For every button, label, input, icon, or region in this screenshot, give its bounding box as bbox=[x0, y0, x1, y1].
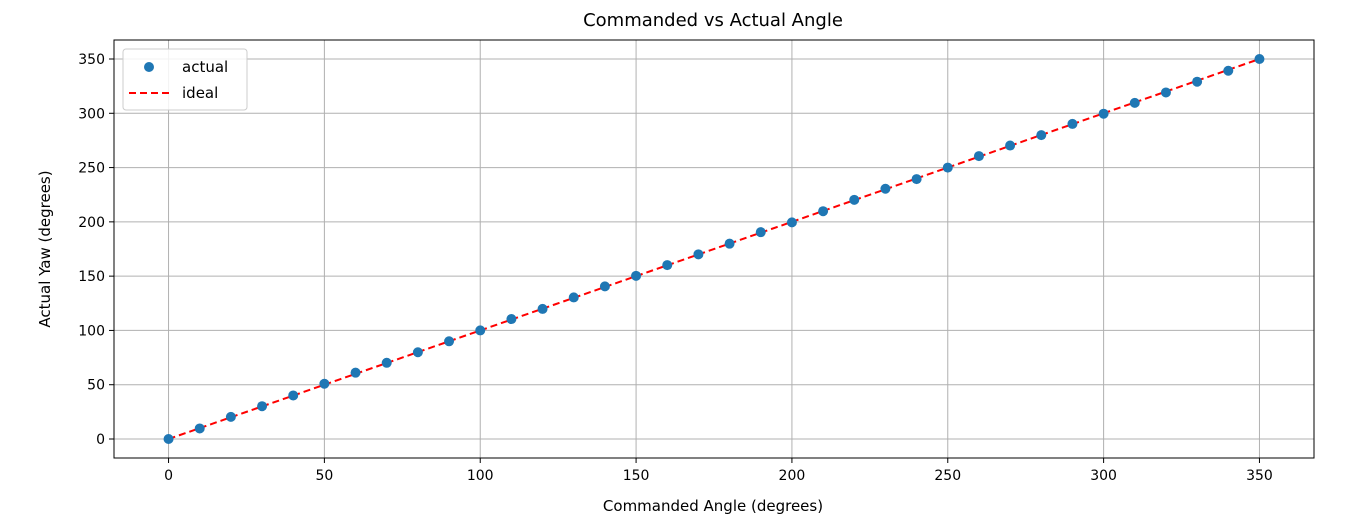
actual-points-layer bbox=[163, 54, 1265, 444]
x-tick-label: 300 bbox=[1090, 468, 1117, 484]
ideal-line-layer bbox=[168, 58, 1260, 440]
actual-data-point bbox=[568, 292, 579, 303]
y-tick-label: 250 bbox=[78, 161, 105, 177]
x-tick-label: 150 bbox=[623, 468, 650, 484]
x-axis-label: Commanded Angle (degrees) bbox=[603, 497, 823, 515]
actual-data-point bbox=[350, 367, 361, 378]
y-axis-label: Actual Yaw (degrees) bbox=[36, 170, 54, 327]
actual-data-point bbox=[475, 325, 486, 336]
y-tick-label: 350 bbox=[78, 52, 105, 68]
actual-data-point bbox=[412, 347, 423, 358]
x-tick-label: 0 bbox=[164, 468, 173, 484]
x-tick-label: 200 bbox=[779, 468, 806, 484]
actual-data-point bbox=[662, 260, 673, 271]
legend-ideal-label: ideal bbox=[182, 84, 218, 102]
actual-data-point bbox=[693, 249, 704, 260]
actual-data-point bbox=[911, 174, 922, 185]
actual-data-point bbox=[724, 238, 735, 249]
plot-frame bbox=[113, 39, 1315, 459]
legend: actual ideal bbox=[122, 48, 248, 111]
actual-data-point bbox=[194, 423, 205, 434]
actual-data-point bbox=[319, 378, 330, 389]
actual-data-point bbox=[755, 227, 766, 238]
y-tick-label: 300 bbox=[78, 106, 105, 122]
x-axis-ticks: 0 50 100 150 200 250 300 350 bbox=[164, 458, 1273, 484]
y-axis-ticks: 0 50 100 150 200 250 300 350 bbox=[78, 52, 114, 448]
actual-data-point bbox=[444, 336, 455, 347]
actual-data-point bbox=[973, 151, 984, 162]
actual-data-point bbox=[849, 194, 860, 205]
actual-data-point bbox=[1192, 76, 1203, 87]
actual-data-point bbox=[786, 217, 797, 228]
grid-lines bbox=[114, 40, 1314, 458]
legend-box bbox=[122, 48, 248, 111]
actual-data-point bbox=[1036, 130, 1047, 141]
actual-data-point bbox=[257, 401, 268, 412]
actual-data-point bbox=[631, 270, 642, 281]
y-tick-label: 50 bbox=[87, 378, 105, 394]
actual-data-point bbox=[1254, 54, 1265, 64]
actual-data-point bbox=[599, 281, 610, 292]
y-tick-label: 100 bbox=[78, 323, 105, 339]
actual-data-point bbox=[163, 434, 174, 444]
legend-actual-marker bbox=[144, 62, 154, 72]
actual-data-point bbox=[1129, 97, 1140, 108]
y-tick-label: 0 bbox=[96, 432, 105, 448]
actual-data-point bbox=[1005, 140, 1016, 151]
actual-data-point bbox=[537, 303, 548, 314]
actual-data-point bbox=[1098, 108, 1109, 119]
x-tick-label: 250 bbox=[934, 468, 961, 484]
x-tick-label: 100 bbox=[467, 468, 494, 484]
actual-data-point bbox=[1067, 118, 1078, 129]
actual-data-point bbox=[506, 314, 517, 325]
legend-actual-label: actual bbox=[182, 58, 228, 76]
actual-data-point bbox=[942, 162, 953, 173]
actual-data-point bbox=[225, 411, 236, 422]
actual-data-point bbox=[1160, 87, 1171, 98]
x-tick-label: 350 bbox=[1246, 468, 1273, 484]
actual-data-point bbox=[880, 183, 891, 194]
actual-data-point bbox=[1223, 65, 1234, 76]
actual-data-point bbox=[381, 357, 392, 368]
y-tick-label: 200 bbox=[78, 215, 105, 231]
ideal-line bbox=[168, 58, 1260, 440]
actual-data-point bbox=[288, 390, 299, 401]
chart-title: Commanded vs Actual Angle bbox=[583, 10, 843, 31]
x-tick-label: 50 bbox=[315, 468, 333, 484]
actual-data-point bbox=[818, 206, 829, 217]
y-tick-label: 150 bbox=[78, 269, 105, 285]
